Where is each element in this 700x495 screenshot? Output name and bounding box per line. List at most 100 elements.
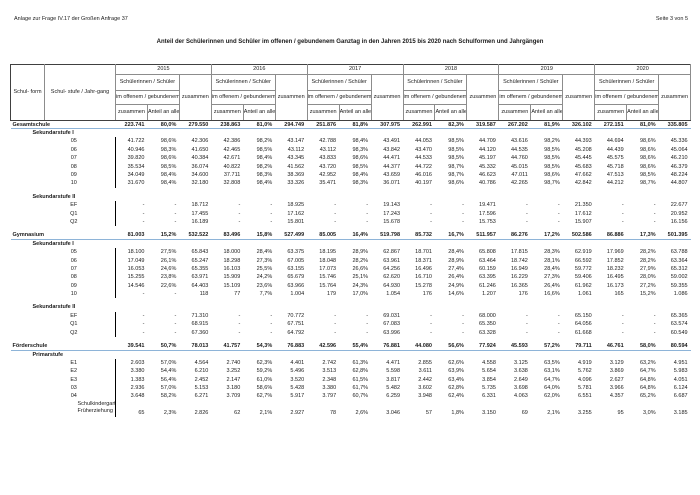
cell: - bbox=[462, 202, 464, 209]
cell: 24,6% bbox=[160, 265, 177, 272]
cell: 3.129 bbox=[609, 359, 624, 366]
cell: - bbox=[621, 210, 624, 217]
cell: 27,4% bbox=[448, 265, 464, 272]
cell: 98,6% bbox=[639, 155, 656, 162]
cell: 6.551 bbox=[577, 393, 592, 400]
cell: 77.924 bbox=[466, 341, 499, 351]
cell: 98,4% bbox=[256, 180, 273, 187]
cell: 58,0% bbox=[626, 341, 659, 351]
cell: 43.345 bbox=[287, 155, 305, 162]
row-label: Q1 bbox=[70, 321, 78, 328]
cell: 2,1% bbox=[259, 409, 273, 416]
cell: 63,2% bbox=[639, 359, 656, 366]
cell: - bbox=[334, 312, 337, 319]
cell: 98,4% bbox=[256, 155, 273, 162]
data-row-e3: E3 1.383 56,4% 2.452 2.147 61,0% 3.520 2.348 61,… bbox=[11, 375, 691, 384]
cell: 28,4% bbox=[448, 249, 464, 256]
cell: 62,4% bbox=[448, 393, 464, 400]
col-header-zusammen: zusammen bbox=[306, 104, 340, 121]
row-label: 08 bbox=[70, 274, 77, 281]
cell: 3.252 bbox=[226, 368, 241, 375]
row-label: 05 bbox=[70, 249, 77, 256]
cell: 62 bbox=[234, 409, 241, 416]
cell: 57,0% bbox=[160, 385, 177, 391]
data-row-q2: Q2 - - 67.360 - - 64.792 - - 63.996 - - 63.328 - - 61.6… bbox=[11, 328, 691, 337]
col-header-zusammen: zusammen bbox=[402, 104, 436, 121]
cell: 28,4% bbox=[544, 265, 560, 272]
col-header-anteil: Anteil an allen bbox=[146, 104, 180, 121]
row-label: E2 bbox=[70, 368, 78, 375]
cell: 60,7% bbox=[352, 393, 369, 400]
cell: - bbox=[621, 312, 624, 319]
subsection-row-sekundarstufe-ii: Sekundarstufe II bbox=[11, 193, 691, 201]
cell: 24,9% bbox=[448, 282, 464, 289]
cell: 2.649 bbox=[514, 376, 528, 383]
cell: 47.513 bbox=[606, 172, 624, 179]
cell: 3.948 bbox=[418, 393, 432, 400]
cell: 26,1% bbox=[160, 257, 177, 264]
subsection-row-sekundarstufe-ii: Sekundarstufe II bbox=[11, 303, 691, 311]
data-row-q1: Q1 - - 68.915 - - 67.751 - - 67.083 - - 65.350 - - 64.0… bbox=[11, 320, 691, 329]
cell: 46.379 bbox=[670, 163, 688, 170]
col-header-zusammen: zusammen bbox=[210, 104, 244, 121]
cell: 98,6% bbox=[160, 155, 177, 162]
col-header-anteil: Anteil an allen bbox=[434, 104, 468, 121]
col-header-schueler: Schülerinnen / Schüler bbox=[402, 74, 468, 91]
cell: 85.005 bbox=[307, 231, 340, 241]
cell: 32.808 bbox=[223, 180, 241, 187]
col-header-ganztag: im offenem / gebundenem Ganztag bbox=[498, 90, 564, 105]
cell: 62,8% bbox=[448, 385, 464, 391]
cell: - bbox=[238, 202, 241, 209]
cell: 45.064 bbox=[670, 146, 688, 153]
cell: 63,4% bbox=[448, 376, 464, 383]
cell: 64.792 bbox=[287, 329, 305, 336]
cell: - bbox=[430, 210, 432, 217]
cell: 319.587 bbox=[466, 120, 499, 130]
cell: 16.173 bbox=[606, 282, 624, 289]
cell: 3,0% bbox=[643, 409, 656, 416]
cell: 62,3% bbox=[256, 359, 273, 366]
cell: 23,8% bbox=[160, 274, 177, 281]
col-header-anteil: Anteil an allen bbox=[242, 104, 276, 121]
cell: - bbox=[462, 329, 464, 336]
cell: 35.534 bbox=[115, 162, 148, 171]
cell: - bbox=[115, 209, 148, 218]
cell: 15.109 bbox=[223, 282, 241, 289]
cell: 98,2% bbox=[256, 163, 273, 170]
data-row-10: 10 - - 118 77 7,7% 1.004 179 17,0% 1.054 176 14,6% 1… bbox=[11, 289, 691, 299]
cell: - bbox=[621, 321, 624, 328]
cell: 2,6% bbox=[355, 409, 369, 416]
cell: 18.371 bbox=[415, 257, 432, 264]
cell: 63.364 bbox=[670, 257, 688, 264]
cell: 27,2% bbox=[639, 282, 656, 289]
cell: 61.668 bbox=[574, 329, 592, 336]
cell: 98,5% bbox=[544, 155, 560, 162]
cell: 40.197 bbox=[415, 180, 432, 187]
cell: 3.150 bbox=[482, 409, 496, 416]
cell: 1.004 bbox=[290, 291, 305, 298]
cell: 61,3% bbox=[352, 359, 369, 366]
cell: 15.255 bbox=[115, 273, 148, 282]
cell: 98,6% bbox=[544, 172, 560, 179]
data-row-08: 08 15.255 23,8% 63.971 15.909 24,2% 65.679 15.7… bbox=[11, 273, 691, 282]
cell: 63.971 bbox=[191, 274, 209, 281]
cell: 44.807 bbox=[670, 180, 688, 187]
cell: 62,0% bbox=[544, 393, 560, 400]
cell: 28,2% bbox=[352, 257, 369, 264]
cell: 238.863 bbox=[211, 120, 244, 130]
cell: 81.003 bbox=[115, 231, 148, 241]
cell: 42.788 bbox=[319, 138, 337, 145]
col-header-zusammen-total: zusammen bbox=[658, 74, 692, 121]
cell: 64,0% bbox=[544, 385, 560, 391]
cell: 81,0% bbox=[626, 120, 659, 130]
cell: 15.678 bbox=[383, 218, 401, 225]
cell: 17.243 bbox=[383, 210, 401, 217]
cell: 5.654 bbox=[482, 368, 496, 375]
cell: 98,6% bbox=[448, 180, 464, 187]
cell: 4.951 bbox=[673, 359, 688, 366]
cell: 2.603 bbox=[115, 358, 148, 368]
cell: 55,4% bbox=[339, 341, 372, 351]
col-header-schueler: Schülerinnen / Schüler bbox=[115, 74, 180, 91]
cell: 60.549 bbox=[670, 329, 688, 336]
